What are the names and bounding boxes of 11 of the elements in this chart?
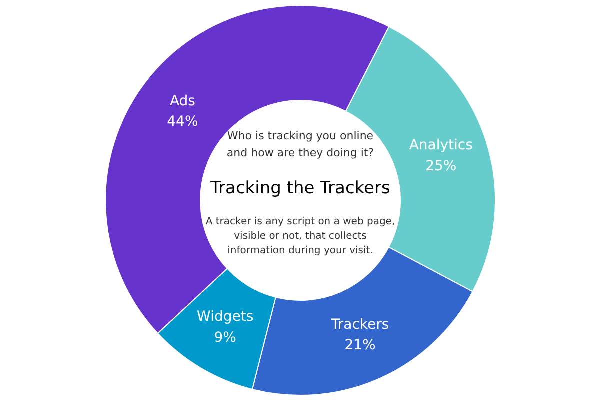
data-label: 21% bbox=[344, 338, 376, 354]
data-label: 9% bbox=[214, 330, 236, 346]
text: A tracker is any script on a web page, visible or not, that collects information during your visit. bbox=[206, 216, 396, 256]
text: Tracking the Trackers bbox=[210, 178, 390, 198]
slice-label: Analytics bbox=[409, 138, 473, 154]
data-label: 44% bbox=[167, 114, 198, 130]
slice-label: Widgets bbox=[197, 309, 254, 326]
data-label: 25% bbox=[426, 158, 457, 174]
slice-label: Trackers bbox=[330, 316, 390, 333]
slice-label: Ads bbox=[170, 93, 196, 110]
text: Who is tracking you online and how are they doing it? bbox=[226, 130, 374, 160]
